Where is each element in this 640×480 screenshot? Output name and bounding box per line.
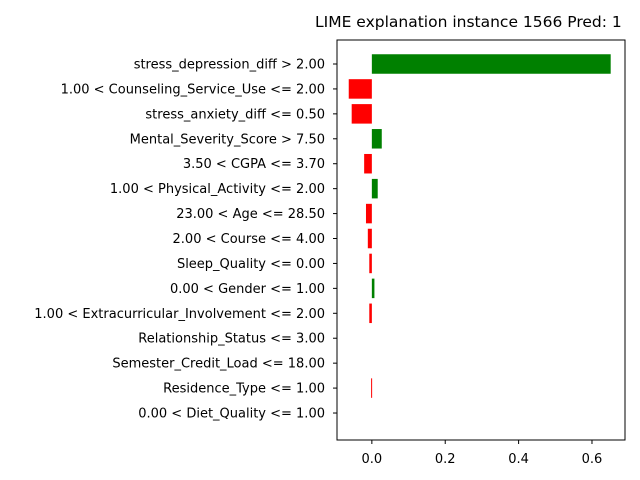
bar-5 [371,178,378,199]
bar-13 [371,378,373,398]
feature-label-10: 1.00 < Extracurricular_Involvement <= 2.… [34,307,325,322]
bar-0 [371,54,611,74]
bar-3 [371,129,382,149]
x-tick-label-3: 0.6 [582,452,603,467]
feature-label-4: 3.50 < CGPA <= 3.70 [183,157,325,172]
feature-label-6: 23.00 < Age <= 28.50 [176,207,325,222]
feature-label-13: Residence_Type <= 1.00 [163,382,325,397]
bars-group [348,54,611,398]
bar-9 [371,278,375,299]
x-tick-label-2: 0.4 [508,452,529,467]
feature-label-8: Sleep_Quality <= 0.00 [177,257,325,272]
bar-4 [364,153,372,174]
x-tick-label-0: 0.0 [362,452,383,467]
feature-label-7: 2.00 < Course <= 4.00 [173,232,325,247]
feature-label-12: Semester_Credit_Load <= 18.00 [112,357,325,372]
feature-label-14: 0.00 < Diet_Quality <= 1.00 [138,407,325,422]
plot-area-frame [336,39,626,441]
feature-label-9: 0.00 < Gender <= 1.00 [170,282,325,297]
bar-8 [369,253,372,274]
feature-label-3: Mental_Severity_Score > 7.50 [130,132,325,147]
feature-label-1: 1.00 < Counseling_Service_Use <= 2.00 [61,82,325,97]
bar-1 [348,79,372,99]
feature-labels-group: stress_depression_diff > 2.00 1.00 < Coun… [34,58,337,422]
feature-label-11: Relationship_Status <= 3.00 [138,332,325,347]
bar-7 [367,228,372,249]
feature-label-0: stress_depression_diff > 2.00 [134,58,325,73]
bar-10 [369,303,372,324]
x-tick-label-1: 0.2 [435,452,456,467]
feature-label-2: stress_anxiety_diff <= 0.50 [145,107,325,122]
x-ticks-group: 0.0 0.2 0.4 0.6 [362,440,603,467]
chart-title: LIME explanation instance 1566 Pred: 1 [315,13,622,31]
bar-2 [351,104,372,124]
feature-label-5: 1.00 < Physical_Activity <= 2.00 [110,182,325,197]
bar-6 [365,203,372,224]
